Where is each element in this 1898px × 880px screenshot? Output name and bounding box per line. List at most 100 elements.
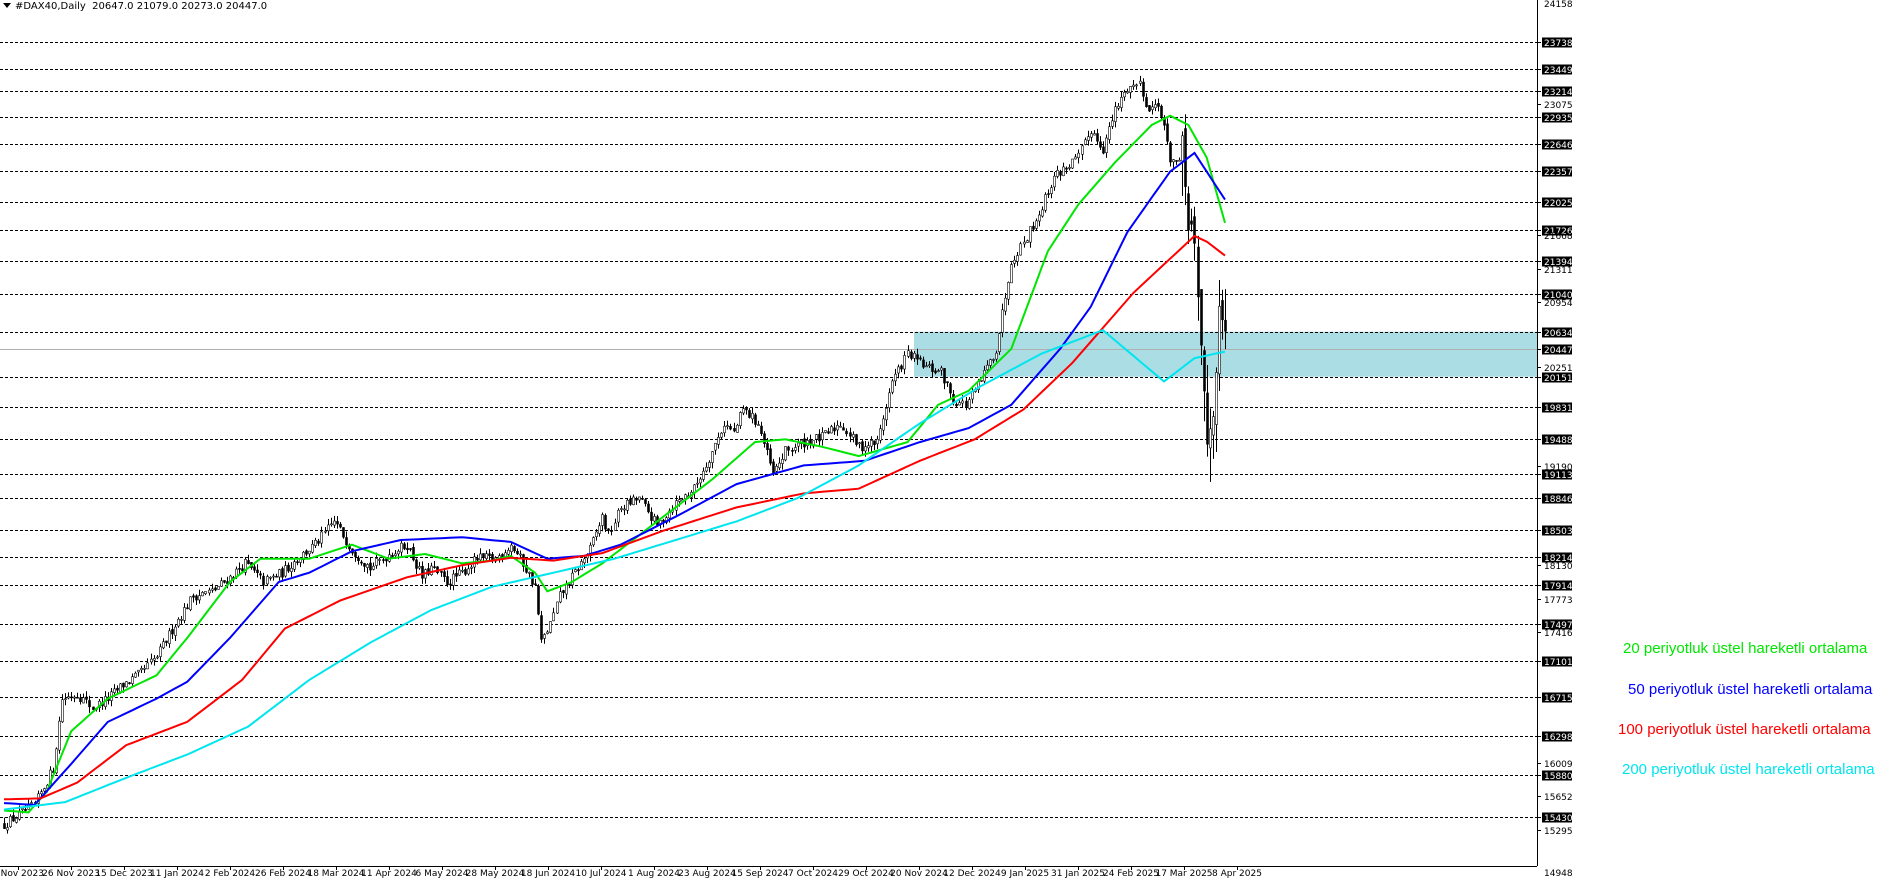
price-tag-bg [1542,86,1572,97]
candle-body [516,550,519,555]
price-tag-bg [1542,469,1572,480]
candle-body [699,478,702,484]
ema20-line [3,114,1226,814]
candle-body [162,641,165,649]
ohlc-values: 20647.0 21079.0 20273.0 20447.0 [92,1,268,12]
candle-body [143,668,146,670]
collapse-triangle-icon[interactable] [3,3,11,8]
candle-body [540,615,543,640]
candle-body [870,440,873,447]
candle-body [244,559,247,573]
candle-body [302,551,305,561]
candle-body [791,450,794,452]
candle-body [943,368,946,384]
candle-body [1050,187,1053,194]
candle-body [1059,171,1062,176]
candle-body [1013,259,1016,264]
candle-body [955,403,958,407]
candle-body [888,392,891,409]
candle-body [314,540,317,546]
candle-body [363,563,366,567]
candle-body [772,461,775,474]
candle-body [1077,152,1080,158]
price-tag-bg [1542,692,1572,703]
price-tag-bg [1542,166,1572,177]
candle-body [684,494,687,499]
candle-body [269,576,272,579]
candle-body [568,583,571,586]
candle-body [485,553,488,559]
time-label: 11 Jan 2024 [150,869,204,879]
candle-body [760,425,763,435]
candle-body [617,509,620,523]
candle-body [1126,91,1129,94]
price-tag: 18846 [1544,495,1573,505]
candle-body [134,672,137,678]
candle-body [1120,97,1123,108]
price-tag: 20151 [1544,374,1573,384]
candle-body [1074,156,1077,160]
candle-body [1203,350,1206,392]
candle-body [61,699,64,723]
candle-body [394,553,397,556]
candle-body [171,629,174,635]
candle-body [891,380,894,393]
candle-body [1071,158,1074,169]
time-label: 29 Oct 2024 [838,869,894,879]
candle-body [1197,246,1200,298]
candle-body [937,370,940,372]
candle-body [1096,133,1099,142]
candle-body [739,412,742,427]
legend-ema20: 20 periyotluk üstel hareketli ortalama [1623,640,1868,657]
candle-body [9,816,12,827]
candle-body [1032,225,1035,230]
candle-body [186,607,189,610]
candle-body [409,548,412,550]
candle-body [183,607,186,621]
candle-body [647,503,650,513]
candle-body [220,580,223,587]
candle-body [1163,117,1166,126]
candle-body [534,583,537,586]
candle-body [266,576,269,585]
candle-body [391,555,394,557]
candle-body [305,550,308,555]
candle-body [1145,97,1148,108]
candle-body [464,569,467,575]
candle-body [198,595,201,601]
candle-body [461,570,464,572]
time-label: 23 Aug 2024 [678,869,736,879]
candle-body [418,566,421,569]
ema100-line [3,234,1226,801]
candle-body [543,634,546,639]
candle-body [1172,159,1175,163]
candle-body [58,720,61,751]
time-label: 15 Dec 2023 [95,869,153,879]
candle-body [678,499,681,502]
time-label: 20 Nov 2024 [890,869,948,879]
candle-body [818,433,821,442]
candle-body [1221,300,1224,321]
price-tag: 16298 [1544,733,1573,743]
price-tag-bg [1542,770,1572,781]
time-label: 2 Feb 2024 [205,869,256,879]
candle-body [873,440,876,445]
time-label: 18 Mar 2024 [307,869,364,879]
price-tag-bg [1542,256,1572,267]
candle-body [1135,84,1138,87]
candle-body [443,571,446,578]
time-label: 18 Jun 2024 [521,869,575,879]
candle-body [708,462,711,468]
candle-body [217,586,220,590]
candle-body [211,588,214,591]
candle-body [754,414,757,425]
price-tag: 20634 [1544,329,1573,339]
candle-body [366,564,369,568]
price-tag-bg [1542,619,1572,630]
candle-body [458,569,461,576]
price-tag-bg [1542,402,1572,413]
candle-body [317,540,320,544]
price-tag: 19488 [1544,436,1573,446]
price-tag-bg [1542,580,1572,591]
